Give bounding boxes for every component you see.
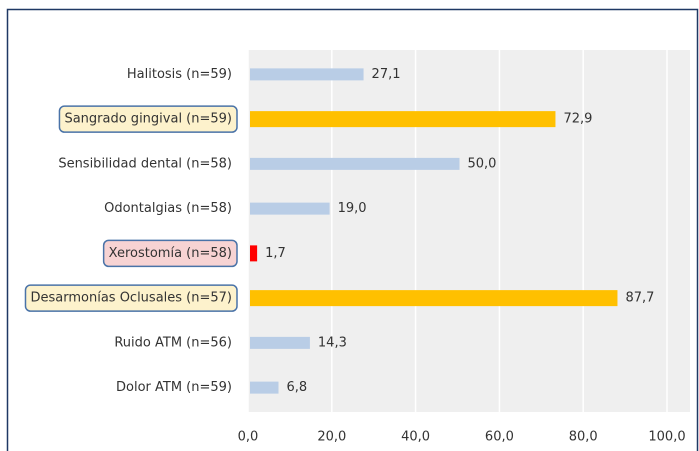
label-highlight xyxy=(58,105,238,133)
frame xyxy=(6,8,699,451)
bar xyxy=(250,157,460,170)
label-highlight xyxy=(102,239,238,268)
y-tick-label: Sensibilidad dental (n=58) xyxy=(58,156,232,171)
bar xyxy=(250,111,556,128)
y-tick-label: Desarmonías Oclusales (n=57) xyxy=(30,291,232,306)
y-tick-label: Odontalgias (n=58) xyxy=(104,201,232,216)
x-tick-label: 20,0 xyxy=(317,430,346,445)
data-label: 1,7 xyxy=(265,246,286,261)
x-tick-label: 100,0 xyxy=(648,430,685,445)
bar xyxy=(250,336,310,349)
data-label: 14,3 xyxy=(318,335,347,350)
data-label: 87,7 xyxy=(625,291,654,306)
bar xyxy=(250,245,258,262)
plot-area xyxy=(248,50,690,412)
data-label: 72,9 xyxy=(563,112,592,127)
x-tick-label: 40,0 xyxy=(401,430,430,445)
label-highlight xyxy=(24,284,238,312)
bar xyxy=(250,290,618,307)
y-tick-label: Xerostomía (n=58) xyxy=(109,246,232,261)
data-label: 19,0 xyxy=(338,201,367,216)
data-label: 27,1 xyxy=(372,67,401,82)
x-tick-label: 0,0 xyxy=(238,430,259,445)
x-tick-label: 80,0 xyxy=(569,430,598,445)
y-tick-label: Dolor ATM (n=59) xyxy=(116,380,232,395)
x-tick-label: 60,0 xyxy=(485,430,514,445)
bar xyxy=(250,202,330,215)
y-tick-label: Halitosis (n=59) xyxy=(127,67,232,82)
bar xyxy=(250,381,279,394)
data-label: 50,0 xyxy=(468,156,497,171)
y-tick-label: Sangrado gingival (n=59) xyxy=(64,112,232,127)
bar xyxy=(250,68,364,81)
data-label: 6,8 xyxy=(286,380,307,395)
y-tick-label: Ruido ATM (n=56) xyxy=(114,335,232,350)
